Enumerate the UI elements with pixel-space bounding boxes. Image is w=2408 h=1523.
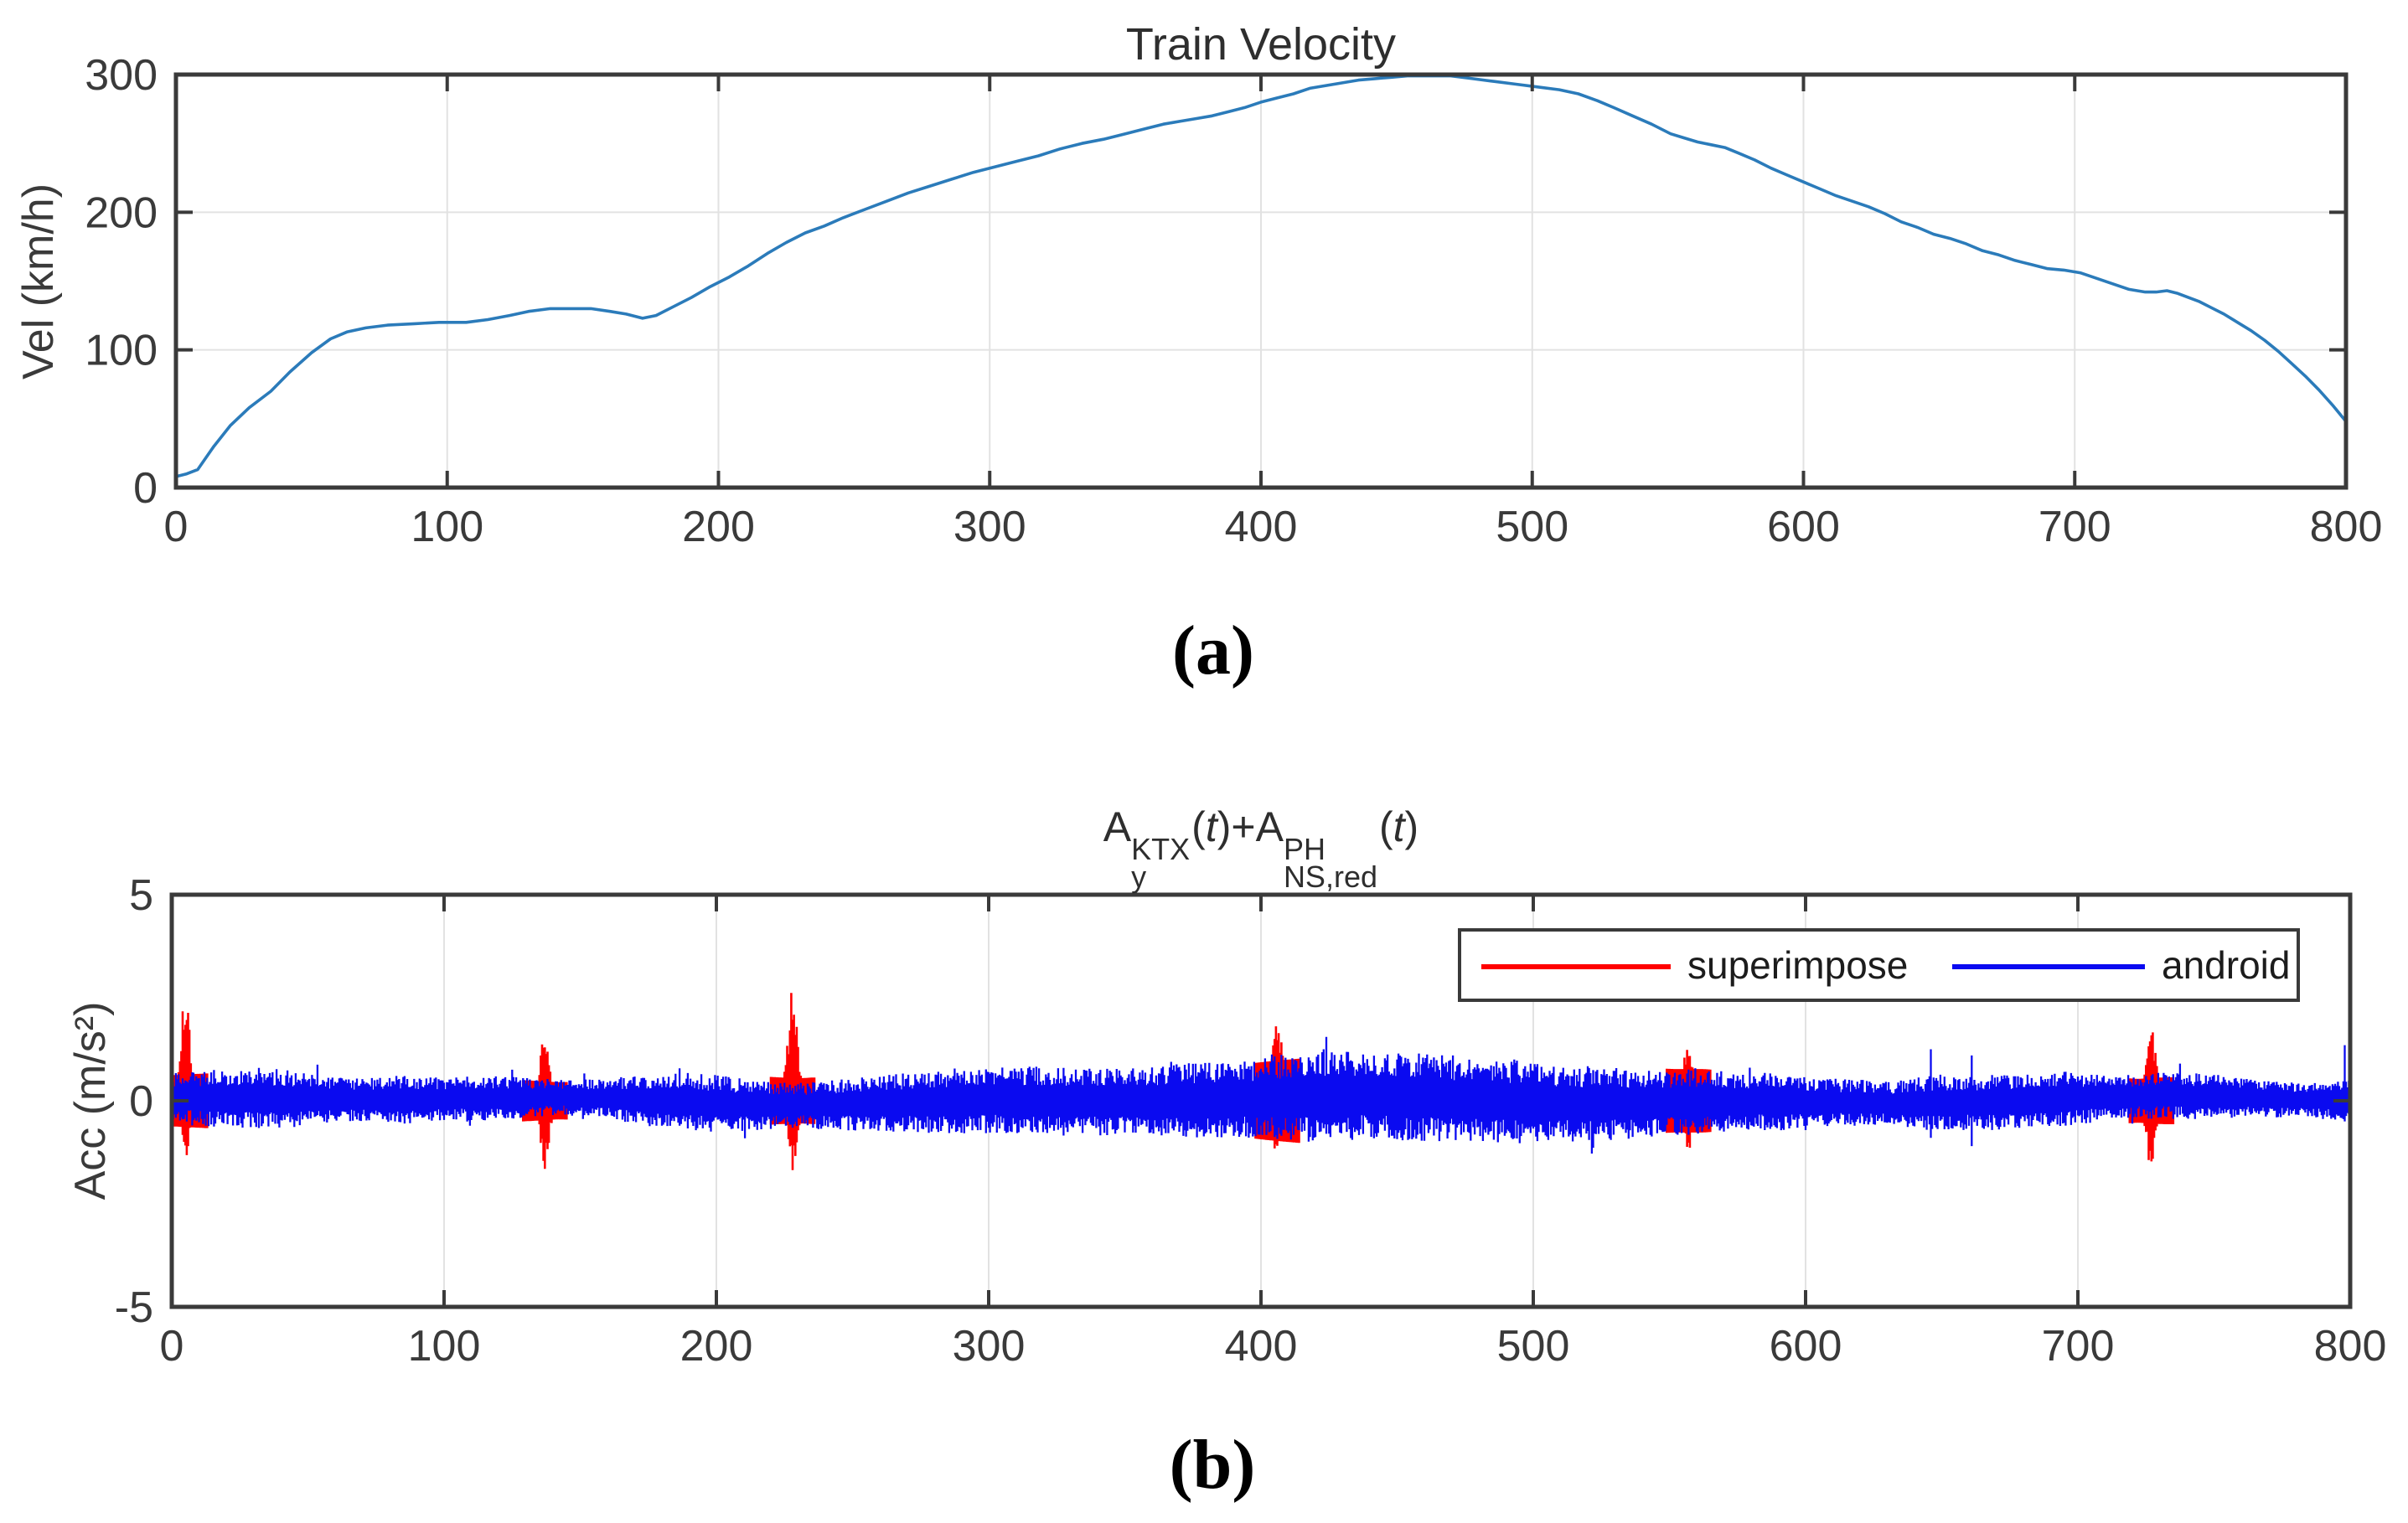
chart-b-xtick-label: 700 (2042, 1322, 2115, 1371)
chart-b-title-part: A (1103, 803, 1132, 850)
chart-b-title-part: t (1393, 803, 1405, 850)
chart-b-xtick-label: 800 (2314, 1322, 2387, 1371)
chart-a-xtick-label: 800 (2310, 503, 2383, 551)
chart-b-xtick-label: 400 (1225, 1322, 1298, 1371)
chart-b-title-part: t (1205, 803, 1217, 850)
chart-b-title-part: ( (1191, 803, 1206, 850)
chart-b-ytick-label: 0 (129, 1077, 153, 1126)
legend-label-superimpose: superimpose (1687, 943, 1909, 987)
chart-a-xtick-label: 0 (164, 503, 189, 551)
chart-a-ytick-label: 200 (85, 188, 158, 237)
legend-line-superimpose (1481, 964, 1671, 969)
chart-b-ylabel: Acc (m/s²) (66, 1001, 115, 1200)
chart-a-xtick-label: 300 (953, 503, 1026, 551)
panel-label-b: (b) (1169, 1426, 1256, 1504)
chart-a-xtick-label: 600 (1767, 503, 1840, 551)
chart-a-xtick-label: 500 (1496, 503, 1568, 551)
chart-a-ytick-label: 0 (133, 464, 158, 513)
chart-b-xtick-label: 200 (680, 1322, 753, 1371)
legend-box: superimpose android (1458, 928, 2300, 1002)
chart-b-title-part: ( (1378, 803, 1393, 850)
chart-b-title: A KTX y (t)+A PH NS,red (t) (176, 803, 2346, 895)
chart-a-ytick-label: 300 (85, 51, 158, 100)
chart-b-ytick-label: -5 (115, 1283, 153, 1332)
panel-label-a: (a) (1172, 612, 1254, 689)
legend-line-android (1952, 964, 2145, 969)
chart-b-ytick-label: 5 (129, 871, 153, 920)
chart-b-xtick-label: 300 (953, 1322, 1026, 1371)
legend-label-android: android (2162, 943, 2291, 987)
chart-a-xtick-label: 200 (682, 503, 755, 551)
chart-a-xtick-label: 400 (1225, 503, 1298, 551)
chart-b-title-part: KTX y (1131, 832, 1191, 895)
chart-b-title-part: ) (1404, 803, 1419, 850)
chart-b-title-part: PH NS,red (1283, 832, 1377, 895)
chart-b-xtick-label: 0 (160, 1322, 184, 1371)
chart-a-ytick-label: 100 (85, 327, 158, 375)
chart-b-title-part: )+A (1217, 803, 1284, 850)
chart-b-xtick-label: 600 (1770, 1322, 1842, 1371)
velocity-line (175, 74, 2348, 478)
chart-b-xtick-label: 500 (1497, 1322, 1570, 1371)
chart-a-xtick-label: 100 (411, 503, 483, 551)
chart-b-xtick-label: 100 (408, 1322, 481, 1371)
chart-a-ylabel: Vel (km/h) (14, 183, 63, 380)
chart-a-xtick-label: 700 (2039, 503, 2111, 551)
chart-a-title: Train Velocity (1125, 19, 1397, 70)
